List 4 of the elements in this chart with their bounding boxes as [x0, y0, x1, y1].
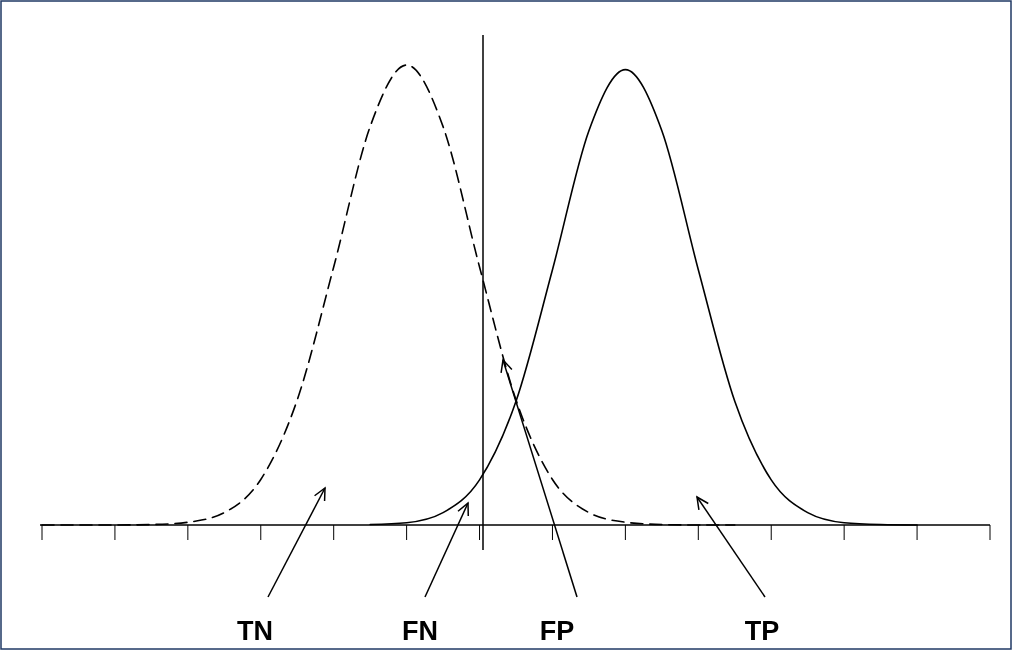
- text: TN: [237, 616, 273, 646]
- text: FN: [402, 616, 438, 646]
- text: FP: [539, 616, 575, 646]
- text: TP: [744, 616, 780, 646]
